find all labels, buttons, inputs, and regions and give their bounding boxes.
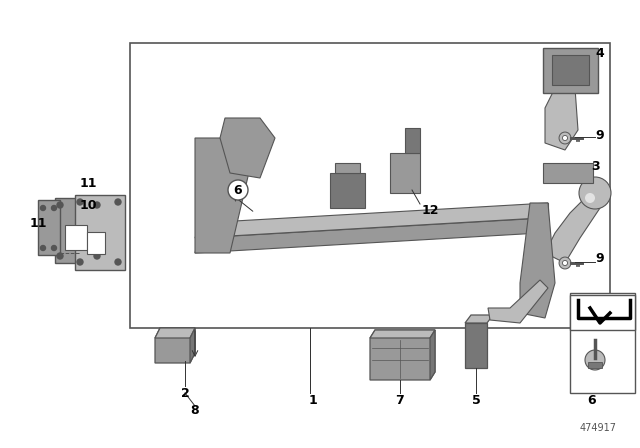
Circle shape xyxy=(57,202,63,208)
Text: 1: 1 xyxy=(308,393,317,406)
Text: 12: 12 xyxy=(421,203,439,216)
Bar xyxy=(330,173,365,208)
Polygon shape xyxy=(195,138,250,253)
Circle shape xyxy=(40,246,45,250)
Text: 7: 7 xyxy=(396,393,404,406)
Bar xyxy=(335,163,360,173)
Circle shape xyxy=(585,350,605,370)
Circle shape xyxy=(585,193,595,203)
Bar xyxy=(87,232,105,254)
Circle shape xyxy=(40,206,45,211)
Bar xyxy=(552,55,589,85)
Polygon shape xyxy=(190,328,195,363)
Text: 2: 2 xyxy=(180,387,189,400)
Circle shape xyxy=(51,246,56,250)
Bar xyxy=(130,43,610,328)
Bar xyxy=(570,293,635,393)
Text: 10: 10 xyxy=(79,198,97,211)
Circle shape xyxy=(579,177,611,209)
Polygon shape xyxy=(155,328,195,363)
Bar xyxy=(588,362,602,368)
Bar xyxy=(543,163,593,183)
Text: 9: 9 xyxy=(596,129,604,142)
Text: 11: 11 xyxy=(29,216,47,229)
Polygon shape xyxy=(155,328,195,338)
Circle shape xyxy=(563,260,568,266)
Circle shape xyxy=(94,202,100,208)
Circle shape xyxy=(115,259,121,265)
Bar xyxy=(55,198,103,263)
Polygon shape xyxy=(545,193,600,263)
Text: 6: 6 xyxy=(588,393,596,406)
Polygon shape xyxy=(465,315,493,323)
Polygon shape xyxy=(488,280,548,323)
Text: 9: 9 xyxy=(596,251,604,264)
Bar xyxy=(570,295,635,330)
Circle shape xyxy=(563,135,568,141)
Text: 4: 4 xyxy=(596,47,604,60)
Bar xyxy=(465,323,487,368)
Text: 6: 6 xyxy=(234,184,243,197)
Polygon shape xyxy=(520,203,555,318)
Polygon shape xyxy=(370,330,435,338)
Bar xyxy=(75,195,125,270)
Polygon shape xyxy=(430,330,435,380)
Text: 5: 5 xyxy=(472,393,481,406)
Circle shape xyxy=(559,132,571,144)
Text: 8: 8 xyxy=(191,404,199,417)
Circle shape xyxy=(57,253,63,259)
Circle shape xyxy=(51,206,56,211)
Text: 3: 3 xyxy=(591,159,599,172)
Polygon shape xyxy=(370,330,435,380)
Circle shape xyxy=(94,253,100,259)
Bar xyxy=(38,200,60,255)
Text: 474917: 474917 xyxy=(579,423,616,433)
Bar xyxy=(530,203,548,283)
Bar xyxy=(405,128,420,153)
Polygon shape xyxy=(545,88,578,150)
Bar xyxy=(390,153,420,193)
Bar xyxy=(543,48,598,93)
Polygon shape xyxy=(195,203,548,238)
Circle shape xyxy=(559,257,571,269)
Bar xyxy=(65,225,87,250)
Circle shape xyxy=(228,180,248,200)
Circle shape xyxy=(77,259,83,265)
Polygon shape xyxy=(220,118,275,178)
Text: 11: 11 xyxy=(79,177,97,190)
Circle shape xyxy=(115,199,121,205)
Circle shape xyxy=(77,199,83,205)
Polygon shape xyxy=(195,218,545,253)
